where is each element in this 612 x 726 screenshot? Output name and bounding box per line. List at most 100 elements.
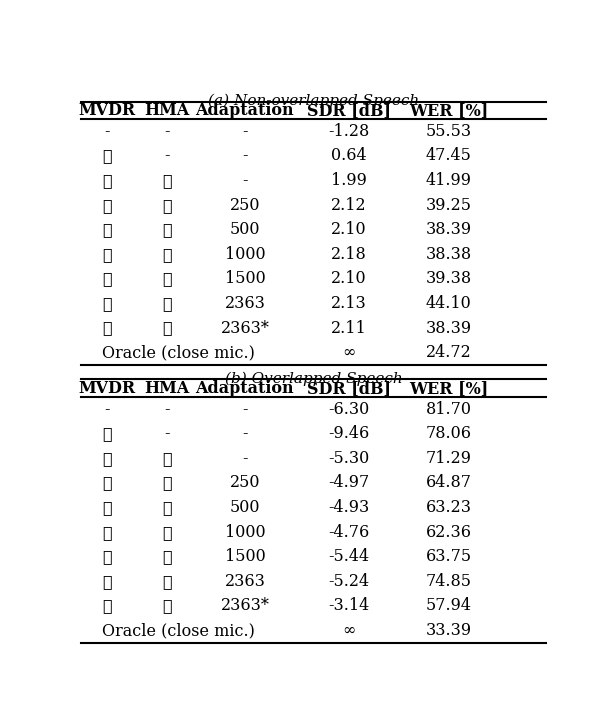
- Text: 500: 500: [230, 499, 260, 516]
- Text: 38.39: 38.39: [426, 319, 472, 337]
- Text: -5.24: -5.24: [329, 573, 370, 590]
- Text: ✓: ✓: [103, 499, 112, 516]
- Text: 63.23: 63.23: [426, 499, 472, 516]
- Text: ✓: ✓: [162, 597, 171, 614]
- Text: 2363: 2363: [225, 573, 266, 590]
- Text: -9.46: -9.46: [329, 425, 370, 442]
- Text: 0.64: 0.64: [332, 147, 367, 165]
- Text: 2.18: 2.18: [331, 246, 367, 263]
- Text: 39.25: 39.25: [426, 197, 472, 213]
- Text: -: -: [242, 147, 248, 165]
- Text: 33.39: 33.39: [426, 622, 472, 639]
- Text: ✓: ✓: [162, 221, 171, 238]
- Text: 2363: 2363: [225, 295, 266, 312]
- Text: (b) Overlapped Speech: (b) Overlapped Speech: [225, 372, 403, 386]
- Text: -4.76: -4.76: [329, 523, 370, 541]
- Text: 500: 500: [230, 221, 260, 238]
- Text: ✓: ✓: [162, 246, 171, 263]
- Text: 57.94: 57.94: [426, 597, 472, 614]
- Text: 1500: 1500: [225, 270, 265, 287]
- Text: 47.45: 47.45: [426, 147, 472, 165]
- Text: MVDR: MVDR: [79, 380, 136, 396]
- Text: 78.06: 78.06: [426, 425, 472, 442]
- Text: ✓: ✓: [162, 270, 171, 287]
- Text: 250: 250: [230, 475, 260, 492]
- Text: ✓: ✓: [103, 319, 112, 337]
- Text: 2363*: 2363*: [220, 319, 269, 337]
- Text: ✓: ✓: [162, 548, 171, 566]
- Text: 39.38: 39.38: [426, 270, 472, 287]
- Text: ✓: ✓: [162, 573, 171, 590]
- Text: -6.30: -6.30: [329, 401, 370, 417]
- Text: 74.85: 74.85: [426, 573, 472, 590]
- Text: ✓: ✓: [162, 319, 171, 337]
- Text: Adaptation: Adaptation: [196, 380, 294, 396]
- Text: 2.10: 2.10: [332, 221, 367, 238]
- Text: SDR [dB]: SDR [dB]: [307, 102, 391, 119]
- Text: 1.99: 1.99: [331, 172, 367, 189]
- Text: MVDR: MVDR: [79, 102, 136, 119]
- Text: -: -: [164, 147, 170, 165]
- Text: 250: 250: [230, 197, 260, 213]
- Text: -1.28: -1.28: [329, 123, 370, 140]
- Text: 2.12: 2.12: [332, 197, 367, 213]
- Text: WER [%]: WER [%]: [409, 102, 488, 119]
- Text: 2.10: 2.10: [332, 270, 367, 287]
- Text: -: -: [164, 123, 170, 140]
- Text: 38.38: 38.38: [426, 246, 472, 263]
- Text: ✓: ✓: [103, 295, 112, 312]
- Text: -3.14: -3.14: [329, 597, 370, 614]
- Text: ✓: ✓: [162, 499, 171, 516]
- Text: WER [%]: WER [%]: [409, 380, 488, 396]
- Text: ✓: ✓: [103, 425, 112, 442]
- Text: 1500: 1500: [225, 548, 265, 566]
- Text: ✓: ✓: [103, 573, 112, 590]
- Text: -: -: [105, 401, 110, 417]
- Text: SDR [dB]: SDR [dB]: [307, 380, 391, 396]
- Text: HMA: HMA: [144, 102, 189, 119]
- Text: 64.87: 64.87: [426, 475, 472, 492]
- Text: 1000: 1000: [225, 523, 265, 541]
- Text: ∞: ∞: [343, 344, 356, 361]
- Text: ✓: ✓: [103, 597, 112, 614]
- Text: ∞: ∞: [343, 622, 356, 639]
- Text: 2.13: 2.13: [331, 295, 367, 312]
- Text: ✓: ✓: [162, 450, 171, 467]
- Text: ✓: ✓: [103, 523, 112, 541]
- Text: 2363*: 2363*: [220, 597, 269, 614]
- Text: 81.70: 81.70: [426, 401, 472, 417]
- Text: ✓: ✓: [103, 548, 112, 566]
- Text: ✓: ✓: [103, 246, 112, 263]
- Text: 38.39: 38.39: [426, 221, 472, 238]
- Text: -5.44: -5.44: [329, 548, 370, 566]
- Text: 2.11: 2.11: [331, 319, 367, 337]
- Text: -: -: [164, 425, 170, 442]
- Text: 62.36: 62.36: [426, 523, 472, 541]
- Text: -: -: [164, 401, 170, 417]
- Text: Adaptation: Adaptation: [196, 102, 294, 119]
- Text: 55.53: 55.53: [426, 123, 472, 140]
- Text: -4.93: -4.93: [329, 499, 370, 516]
- Text: -: -: [242, 123, 248, 140]
- Text: -5.30: -5.30: [329, 450, 370, 467]
- Text: -: -: [242, 172, 248, 189]
- Text: -4.97: -4.97: [329, 475, 370, 492]
- Text: ✓: ✓: [103, 197, 112, 213]
- Text: ✓: ✓: [162, 172, 171, 189]
- Text: 1000: 1000: [225, 246, 265, 263]
- Text: ✓: ✓: [162, 475, 171, 492]
- Text: ✓: ✓: [162, 197, 171, 213]
- Text: 41.99: 41.99: [426, 172, 472, 189]
- Text: ✓: ✓: [103, 450, 112, 467]
- Text: -: -: [242, 425, 248, 442]
- Text: 44.10: 44.10: [426, 295, 472, 312]
- Text: ✓: ✓: [103, 475, 112, 492]
- Text: ✓: ✓: [103, 147, 112, 165]
- Text: (a) Non-overlapped Speech: (a) Non-overlapped Speech: [208, 94, 419, 108]
- Text: 63.75: 63.75: [426, 548, 472, 566]
- Text: -: -: [105, 123, 110, 140]
- Text: ✓: ✓: [162, 295, 171, 312]
- Text: ✓: ✓: [103, 172, 112, 189]
- Text: -: -: [242, 401, 248, 417]
- Text: HMA: HMA: [144, 380, 189, 396]
